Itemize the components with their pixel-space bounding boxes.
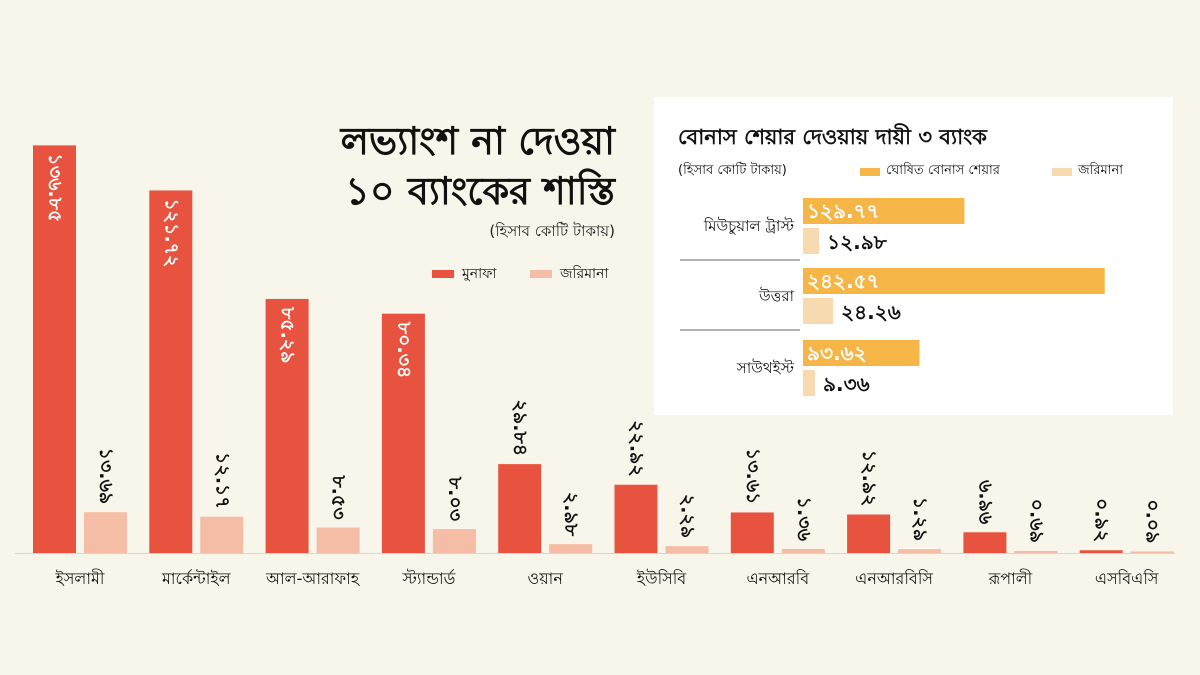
bar-profit-6 <box>730 512 774 553</box>
category-label-6: এনআরবি <box>746 569 810 588</box>
category-label-5: ইউসিবি <box>636 569 688 588</box>
inset-label-fine-2: ৯.৩৬ <box>823 372 870 396</box>
bar-profit-4 <box>498 464 542 553</box>
category-label-0: ইসলামী <box>55 569 105 588</box>
data-label-profit-5: ২২.৯২ <box>626 420 648 477</box>
chart-subtitle: (হিসাব কোটি টাকায়) <box>489 222 615 240</box>
bar-profit-9 <box>1079 550 1123 553</box>
inset-label-fine-1: ২৪.২৬ <box>841 300 901 324</box>
category-label-4: ওয়ান <box>527 569 563 588</box>
bar-profit-3 <box>381 313 425 553</box>
data-label-fine-8: ০.৬৯ <box>1025 499 1047 543</box>
data-label-fine-3: ৮.০৩ <box>444 476 466 521</box>
chart-title-line2: ১০ ব্যাংকের শাস্তি <box>345 168 615 213</box>
data-label-profit-6: ১৩.৬১ <box>742 448 764 505</box>
category-label-1: মার্কেন্টাইল <box>161 569 232 588</box>
bar-profit-5 <box>614 484 658 553</box>
inset-bar-fine-2 <box>803 370 815 396</box>
bar-fine-3 <box>432 529 476 553</box>
inset-bar-fine-0 <box>803 228 820 254</box>
category-label-2: আল-আরাফাহ <box>265 569 361 588</box>
bar-profit-0 <box>33 145 76 553</box>
inset-legend-fine-label: জরিমানা <box>1078 163 1124 178</box>
chart-title-line1: লভ্যাংশ না দেওয়া <box>340 118 615 163</box>
inset-category-label-1: উত্তরা <box>758 287 795 305</box>
inset-label-bonus-1: ২৪২.৫৭ <box>807 269 880 293</box>
bar-fine-0 <box>84 512 127 553</box>
category-label-7: এনআরবিসি <box>855 569 933 588</box>
category-label-8: রূপালী <box>988 569 1033 588</box>
data-label-fine-1: ১২.১৭ <box>211 452 233 509</box>
bar-fine-9 <box>1130 551 1174 553</box>
inset-legend-bonus-label: ঘোষিত বোনাস শেয়ার <box>886 163 1000 178</box>
category-label-3: স্ট্যান্ডার্ড <box>401 569 455 588</box>
data-label-fine-7: ১.২৯ <box>909 497 931 541</box>
inset-category-label-0: মিউচুয়াল ট্রাস্ট <box>703 217 795 235</box>
legend-fine-label: জরিমানা <box>560 266 609 282</box>
inset-label-fine-0: ১২.৯৮ <box>827 230 888 254</box>
bar-profit-8 <box>963 532 1007 553</box>
data-label-profit-9: ০.৯২ <box>1091 498 1113 542</box>
data-label-profit-8: ৬.৯৬ <box>974 480 996 525</box>
data-label-fine-5: ২.২৯ <box>677 494 699 538</box>
inset-bar-bonus-0 <box>803 198 965 224</box>
bar-fine-2 <box>316 527 360 553</box>
bar-fine-5 <box>665 546 709 553</box>
bar-profit-1 <box>149 190 193 553</box>
data-label-fine-9: ০.০৯ <box>1142 499 1164 543</box>
inset-panel: বোনাস শেয়ার দেওয়ায় দায়ী ৩ ব্যাংক (হি… <box>654 97 1173 415</box>
data-label-profit-7: ১২.৯২ <box>858 450 880 507</box>
bar-fine-4 <box>549 544 593 553</box>
inset-bar-fine-1 <box>803 298 834 324</box>
bar-fine-8 <box>1014 550 1058 553</box>
data-label-profit-2: ৮৫.২৯ <box>277 306 299 364</box>
data-label-profit-0: ১৩৬.৮৫ <box>44 153 66 222</box>
inset-subtitle: (হিসাব কোটি টাকায়) <box>678 163 787 178</box>
inset-bar-bonus-2 <box>803 340 920 366</box>
category-label-9: এসবিএসি <box>1095 569 1159 588</box>
inset-legend-bonus: ঘোষিত বোনাস শেয়ার <box>860 161 1000 182</box>
data-label-profit-4: ২৯.৮৪ <box>509 400 531 457</box>
bar-profit-7 <box>847 514 891 553</box>
legend-profit-label: মুনাফা <box>462 266 497 282</box>
bar-profit-2 <box>265 298 309 553</box>
inset-legend-fine-swatch <box>1052 167 1072 176</box>
inset-bar-chart: মিউচুয়াল ট্রাস্ট ১২৯.৭৭ ১২.৯৮ উত্তরা ২৪২.৫৭… <box>680 198 1105 396</box>
legend-fine-swatch <box>530 270 552 278</box>
legend-profit: মুনাফা <box>432 262 496 286</box>
data-label-fine-6: ১.৩৬ <box>793 497 815 542</box>
legend-fine: জরিমানা <box>530 262 608 286</box>
data-label-fine-0: ১৩.৬৯ <box>95 448 117 505</box>
inset-title: বোনাস শেয়ার দেওয়ায় দায়ী ৩ ব্যাংক <box>678 125 987 149</box>
legend-profit-swatch <box>432 270 454 278</box>
data-label-fine-4: ২.৯৮ <box>560 492 582 537</box>
data-label-profit-3: ৮০.৩৪ <box>393 321 415 379</box>
inset-legend-fine: জরিমানা <box>1052 161 1123 182</box>
inset-legend-bonus-swatch <box>860 167 880 176</box>
inset-label-bonus-0: ১২৯.৭৭ <box>807 199 880 223</box>
inset-label-bonus-2: ৯৩.৬২ <box>807 341 867 365</box>
bar-fine-7 <box>898 549 942 553</box>
bar-fine-6 <box>781 548 825 553</box>
bar-fine-1 <box>200 516 244 553</box>
inset-category-label-2: সাউথইস্ট <box>736 359 794 377</box>
data-label-fine-2: ৮.৫৩ <box>328 474 350 519</box>
data-label-profit-1: ১২১.৭২ <box>160 198 182 267</box>
inset-bar-bonus-1 <box>803 268 1105 294</box>
